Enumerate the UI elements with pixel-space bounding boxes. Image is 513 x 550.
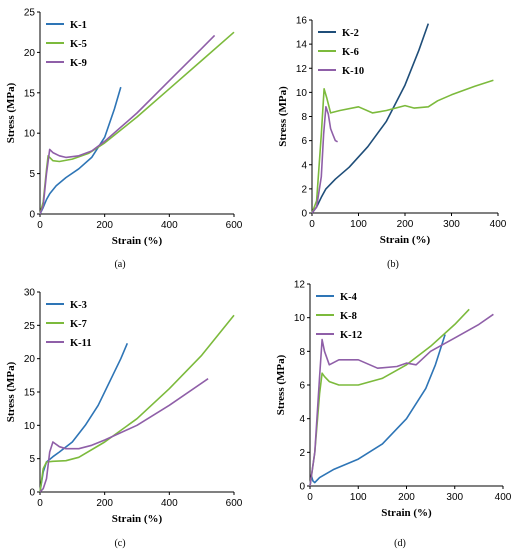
y-tick-label: 10 [294, 313, 306, 324]
legend-label-K-2: K-2 [342, 28, 359, 39]
x-tick-label: 600 [226, 498, 243, 509]
y-tick-label: 0 [29, 488, 35, 499]
y-tick-label: 25 [24, 321, 36, 332]
x-tick-label: 200 [96, 220, 113, 231]
y-tick-label: 0 [299, 482, 305, 493]
y-tick-label: 14 [296, 40, 308, 51]
panel-1: 0 5 10 15 20 25 0 200 400 600 Strain (%) Stress (MP… [5, 8, 243, 271]
y-tick-label: 10 [24, 421, 36, 432]
series-line-K-11 [39, 378, 209, 493]
x-tick-label: 400 [490, 219, 507, 230]
legend-label-K-7: K-7 [70, 319, 87, 330]
y-tick-label: 30 [24, 288, 36, 299]
y-tick-label: 15 [24, 88, 36, 99]
panel-3: 0 5 10 15 20 25 30 0 200 400 600 Strain (%) Stress (… [5, 288, 243, 550]
y-tick-label: 12 [296, 64, 308, 75]
y-tick-label: 4 [301, 160, 307, 171]
y-tick-label: 20 [24, 354, 36, 365]
y-tick-label: 15 [24, 388, 36, 399]
x-axis-label: Strain (%) [381, 507, 432, 519]
series-line-K-6 [311, 79, 494, 214]
y-tick-label: 5 [29, 169, 35, 180]
y-tick-label: 10 [296, 88, 308, 99]
legend-label-K-10: K-10 [342, 66, 364, 77]
legend-label-K-12: K-12 [340, 330, 362, 341]
legend-label-K-11: K-11 [70, 338, 92, 349]
x-tick-label: 300 [446, 492, 463, 503]
x-tick-label: 400 [161, 220, 178, 231]
y-tick-label: 0 [29, 210, 35, 221]
x-tick-label: 200 [397, 219, 414, 230]
x-tick-label: 400 [161, 498, 178, 509]
x-tick-label: 200 [398, 492, 415, 503]
series-line-K-10 [311, 106, 338, 214]
y-tick-label: 25 [24, 8, 36, 19]
y-axis-label: Stress (MPa) [277, 86, 289, 147]
y-tick-label: 8 [301, 112, 307, 123]
legend-label-K-8: K-8 [340, 311, 357, 322]
y-tick-label: 0 [301, 209, 307, 220]
panel-caption: (a) [114, 259, 125, 270]
x-tick-label: 0 [37, 220, 43, 231]
panel-caption: (d) [394, 538, 406, 549]
x-tick-label: 600 [226, 220, 243, 231]
series-line-K-12 [309, 313, 494, 487]
y-tick-label: 4 [299, 414, 305, 425]
y-tick-label: 12 [294, 280, 306, 291]
y-tick-label: 2 [299, 448, 305, 459]
y-tick-label: 6 [299, 381, 305, 392]
x-axis-label: Strain (%) [112, 513, 163, 525]
legend-label-K-6: K-6 [342, 47, 359, 58]
legend-label-K-3: K-3 [70, 300, 87, 311]
x-axis-label: Strain (%) [112, 235, 163, 247]
legend-label-K-1: K-1 [70, 20, 87, 31]
series-line-K-1 [39, 86, 122, 215]
series-line-K-3 [39, 342, 129, 493]
y-axis-label: Stress (MPa) [5, 361, 17, 422]
legend-label-K-5: K-5 [70, 39, 87, 50]
panel-caption: (b) [387, 259, 399, 270]
x-axis-label: Strain (%) [380, 234, 431, 246]
y-tick-label: 20 [24, 48, 36, 59]
y-tick-label: 10 [24, 129, 36, 140]
series-line-K-9 [39, 34, 216, 215]
panel-4: 0 2 4 6 8 10 12 0 100 200 300 400 Strain (%) Stress (… [275, 280, 512, 550]
x-tick-label: 100 [350, 492, 367, 503]
legend-label-K-4: K-4 [340, 292, 358, 303]
panel-2: 0 2 4 6 8 10 12 14 16 0 100 200 300 400 Strain (%) Stre… [277, 16, 507, 271]
series-line-K-8 [309, 308, 470, 487]
x-tick-label: 0 [37, 498, 43, 509]
legend-label-K-9: K-9 [70, 58, 87, 69]
y-tick-label: 2 [301, 184, 307, 195]
y-tick-label: 16 [296, 16, 308, 27]
y-tick-label: 8 [299, 347, 305, 358]
x-tick-label: 200 [96, 498, 113, 509]
panel-caption: (c) [114, 538, 125, 549]
y-tick-label: 6 [301, 136, 307, 147]
x-tick-label: 300 [443, 219, 460, 230]
x-tick-label: 0 [309, 219, 315, 230]
series-line-K-4 [309, 334, 446, 487]
y-axis-label: Stress (MPa) [275, 354, 287, 415]
series-line-K-2 [311, 23, 430, 214]
y-axis-label: Stress (MPa) [5, 82, 17, 143]
x-tick-label: 100 [350, 219, 367, 230]
x-tick-label: 0 [307, 492, 313, 503]
x-tick-label: 400 [495, 492, 512, 503]
series-line-K-7 [39, 314, 235, 493]
y-tick-label: 5 [29, 454, 35, 465]
